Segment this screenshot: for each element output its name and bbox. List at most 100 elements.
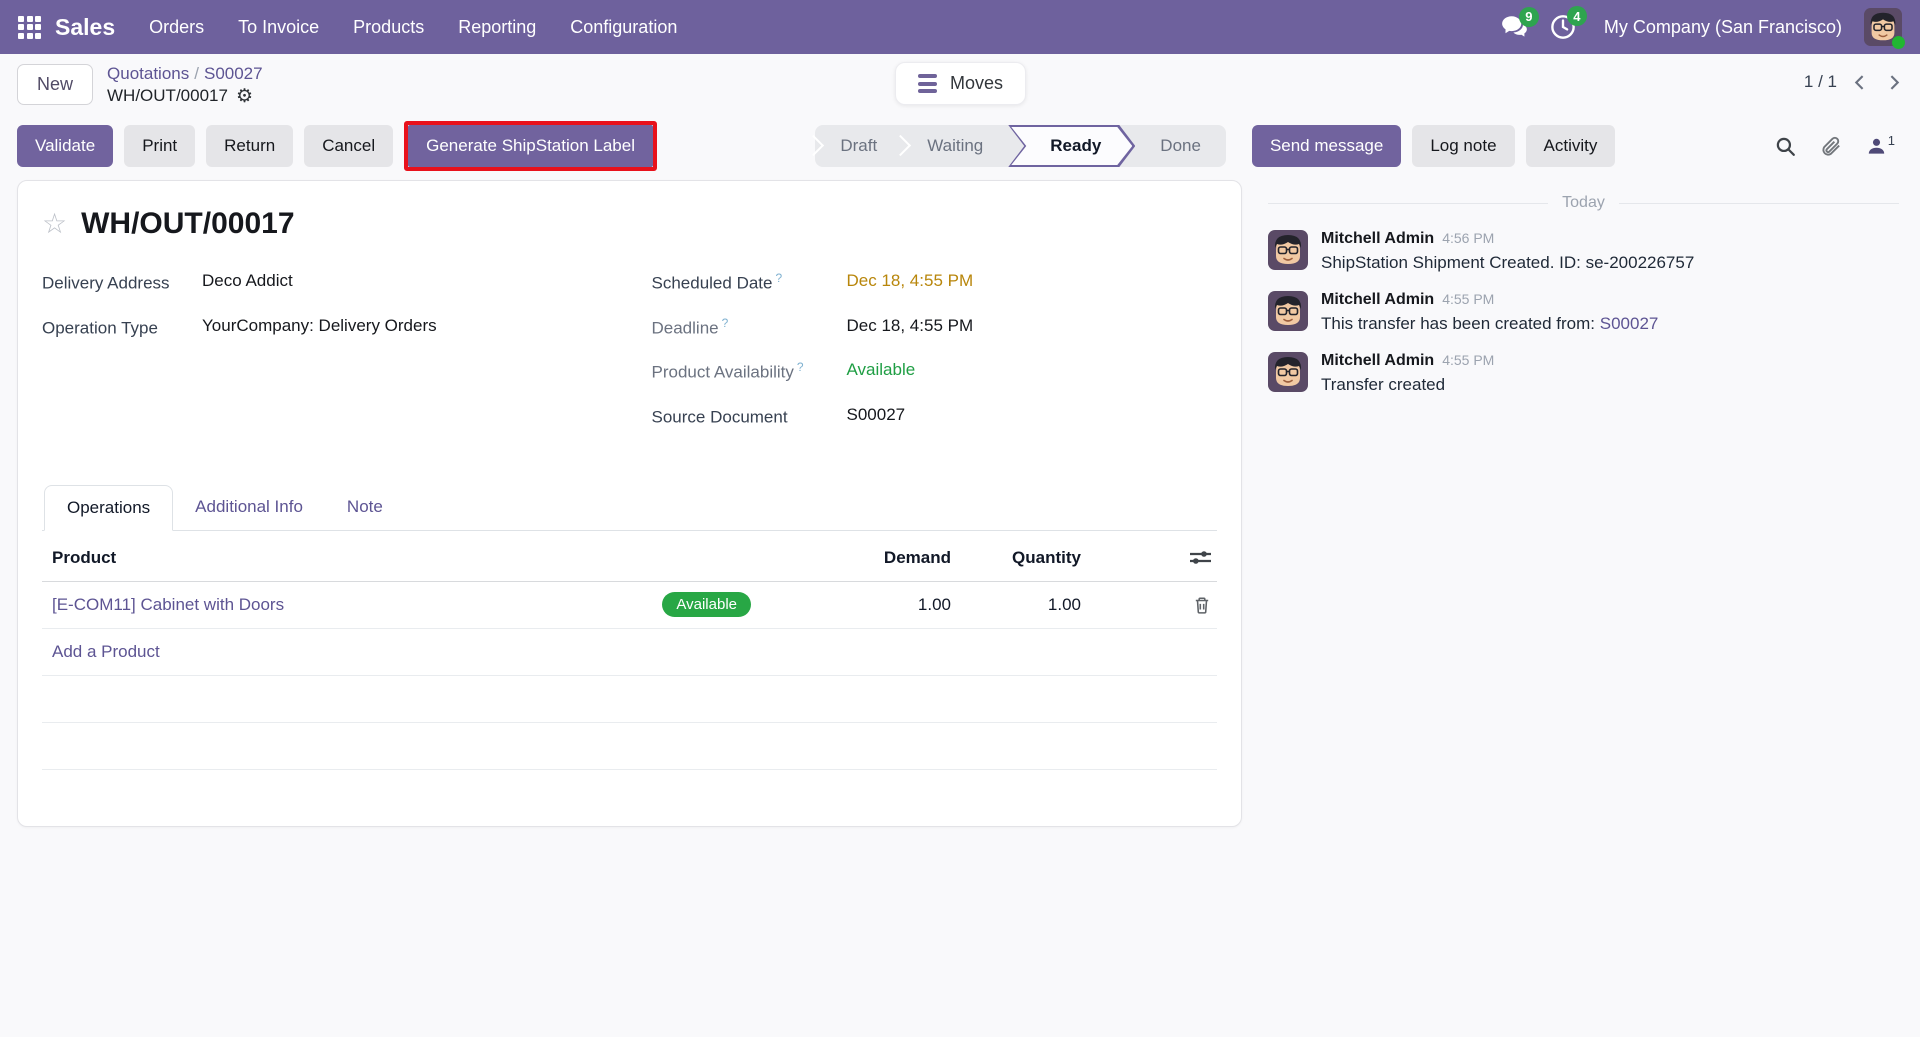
validate-button[interactable]: Validate (17, 125, 114, 167)
top-menu-item[interactable]: Configuration (570, 16, 678, 37)
message-avatar[interactable] (1268, 352, 1308, 392)
notebook-tab[interactable]: Operations (44, 484, 174, 531)
favorite-star-icon[interactable]: ☆ (42, 208, 68, 239)
cancel-button[interactable]: Cancel (304, 125, 394, 167)
follower-person-icon (1868, 138, 1884, 154)
table-header-row: Product Demand Quantity (42, 535, 1217, 582)
followers-button[interactable]: 1 (1867, 133, 1895, 156)
top-navbar: Sales Orders To Invoice Products Reporting C… (0, 0, 1920, 54)
generate-shipstation-label-button[interactable]: Generate ShipStation Label (408, 125, 653, 167)
field-label: Operation Type (42, 318, 158, 338)
action-bar: Validate Print Return Cancel Generate Sh… (0, 121, 1920, 171)
field-value[interactable]: Deco Addict (202, 271, 293, 290)
online-status-dot (1892, 36, 1905, 49)
message-time: 4:55 PM (1442, 352, 1495, 368)
column-demand[interactable]: Demand (883, 547, 951, 567)
form-field: Deadline? Dec 18, 4:55 PM (652, 316, 1218, 339)
company-switcher[interactable]: My Company (San Francisco) (1603, 16, 1842, 37)
column-quantity[interactable]: Quantity (1012, 547, 1081, 567)
status-step-bg (1011, 127, 1132, 165)
notebook-tab[interactable]: Note (346, 496, 383, 516)
moves-smart-button[interactable]: Moves (895, 62, 1027, 105)
send-message-button[interactable]: Send message (1251, 125, 1402, 167)
chatter-panel: Today Mitchell Admin 4:56 PM ShipStation… (1268, 180, 1903, 395)
message-author[interactable]: Mitchell Admin (1321, 291, 1435, 308)
hamburger-icon (918, 74, 937, 93)
status-step[interactable]: Draft (815, 125, 902, 167)
message-text: ShipStation Shipment Created. ID: se-200… (1321, 253, 1695, 272)
search-messages-icon[interactable] (1774, 135, 1796, 157)
top-menu-item[interactable]: Orders (149, 16, 205, 37)
user-avatar[interactable] (1864, 8, 1905, 49)
top-menu-item[interactable]: Reporting (458, 16, 537, 37)
field-value[interactable]: Dec 18, 4:55 PM (846, 315, 974, 335)
status-step[interactable]: Done (1160, 136, 1201, 155)
notebook-tab[interactable]: Additional Info (195, 496, 303, 516)
chatter-actions: Send message Log note Activity (1251, 125, 1616, 167)
form-field: Source Document S00027 (652, 405, 1218, 428)
breadcrumb-current: WH/OUT/00017 (107, 86, 228, 105)
top-menu-item[interactable]: To Invoice (238, 16, 320, 37)
operations-table: Product Demand Quantity [E-COM11] Cabine… (42, 535, 1217, 826)
log-note-button[interactable]: Log note (1412, 125, 1515, 167)
add-product-row[interactable]: Add a Product (42, 629, 1217, 676)
message-text: Transfer created (1321, 375, 1446, 394)
clock-icon (1551, 15, 1575, 39)
demand-value[interactable]: 1.00 (917, 594, 951, 614)
new-button[interactable]: New (17, 64, 94, 105)
status-step[interactable]: Ready (1008, 125, 1135, 167)
return-button[interactable]: Return (206, 125, 294, 167)
delete-row-icon[interactable] (1193, 596, 1211, 614)
activities-button[interactable]: 4 (1550, 6, 1587, 40)
help-icon: ? (796, 360, 804, 375)
field-label: Scheduled Date? (651, 271, 783, 293)
availability-badge: Available (662, 592, 751, 618)
top-menu-item[interactable]: Products (353, 16, 425, 37)
empty-row (42, 770, 1217, 826)
product-row[interactable]: [E-COM11] Cabinet with Doors Available 1… (42, 582, 1217, 629)
control-panel: New Quotations / S00027 WH/OUT/00017 ⚙ Mov… (0, 54, 1920, 110)
help-icon: ? (721, 315, 729, 330)
print-button[interactable]: Print (124, 125, 196, 167)
messages-button[interactable]: 9 (1501, 6, 1539, 40)
chat-bubbles-icon (1502, 15, 1527, 37)
add-product-link[interactable]: Add a Product (52, 641, 160, 661)
breadcrumb-quotations[interactable]: Quotations (107, 64, 190, 83)
quantity-value[interactable]: 1.00 (1047, 594, 1081, 614)
field-value[interactable]: Available (846, 360, 916, 380)
message-avatar[interactable] (1268, 291, 1308, 331)
breadcrumb-order[interactable]: S00027 (203, 64, 263, 83)
field-value[interactable]: Dec 18, 4:55 PM (846, 271, 974, 290)
message-record-link[interactable]: S00027 (1599, 314, 1659, 333)
pager: 1 / 1 (1804, 64, 1903, 92)
message-time: 4:55 PM (1442, 291, 1495, 307)
attachment-icon[interactable] (1820, 135, 1843, 158)
column-product[interactable]: Product (52, 547, 117, 567)
notebook-tabs: Operations Additional Info Note (42, 484, 1217, 531)
activities-count-badge: 4 (1566, 6, 1587, 26)
gear-icon[interactable]: ⚙ (235, 85, 253, 107)
apps-grid-icon[interactable] (18, 15, 41, 39)
pager-count: 1 / 1 (1803, 72, 1837, 91)
app-name[interactable]: Sales (55, 13, 116, 40)
message-text: This transfer has been created from: S00… (1321, 314, 1659, 333)
message-author[interactable]: Mitchell Admin (1321, 230, 1435, 247)
activity-button[interactable]: Activity (1525, 125, 1616, 167)
field-label: Deadline? (651, 315, 729, 338)
form-field: Scheduled Date? Dec 18, 4:55 PM (652, 271, 1218, 294)
record-title: WH/OUT/00017 (81, 207, 295, 240)
status-step[interactable]: Waiting (902, 125, 1008, 167)
field-value[interactable]: S00027 (846, 404, 906, 424)
optional-columns-icon[interactable] (1081, 549, 1211, 566)
field-value[interactable]: YourCompany: Delivery Orders (202, 315, 437, 335)
message-avatar[interactable] (1268, 230, 1308, 270)
message-author[interactable]: Mitchell Admin (1321, 352, 1435, 369)
pager-previous-icon[interactable] (1851, 73, 1870, 92)
pager-next-icon[interactable] (1884, 73, 1903, 92)
field-label: Product Availability? (651, 360, 804, 382)
form-sheet: ☆ WH/OUT/00017 Delivery Address Deco Add… (17, 180, 1242, 827)
message-time: 4:56 PM (1442, 230, 1495, 246)
field-label: Delivery Address (42, 273, 170, 293)
form-field: Delivery Address Deco Addict (42, 271, 608, 294)
product-link[interactable]: [E-COM11] Cabinet with Doors (52, 594, 285, 614)
